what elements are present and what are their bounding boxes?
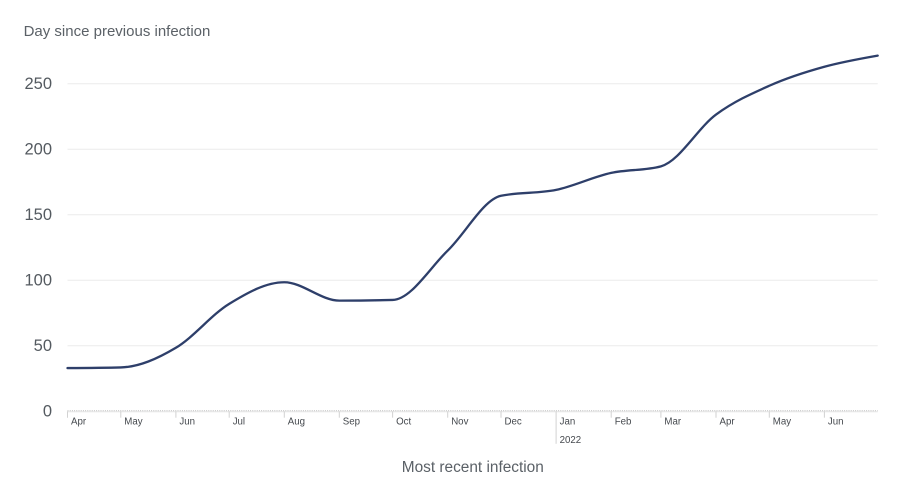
svg-text:2022: 2022	[560, 435, 582, 446]
svg-text:Nov: Nov	[451, 417, 468, 428]
svg-text:250: 250	[24, 75, 52, 93]
svg-text:Aug: Aug	[288, 417, 305, 428]
svg-text:Jun: Jun	[179, 417, 195, 428]
svg-text:50: 50	[34, 337, 52, 355]
svg-text:Jan: Jan	[560, 417, 576, 428]
svg-text:May: May	[124, 417, 142, 428]
svg-text:150: 150	[24, 206, 52, 224]
svg-text:May: May	[773, 417, 791, 428]
svg-text:Apr: Apr	[71, 417, 87, 428]
svg-text:Sep: Sep	[343, 417, 360, 428]
svg-text:100: 100	[24, 272, 52, 290]
svg-text:Oct: Oct	[396, 417, 411, 428]
svg-text:0: 0	[43, 403, 52, 421]
svg-text:Feb: Feb	[615, 417, 632, 428]
svg-text:Jun: Jun	[828, 417, 844, 428]
svg-text:Apr: Apr	[720, 417, 736, 428]
svg-text:Jul: Jul	[233, 417, 245, 428]
svg-text:200: 200	[24, 141, 52, 159]
svg-text:Day since previous infection: Day since previous infection	[24, 23, 211, 40]
svg-text:Dec: Dec	[505, 417, 522, 428]
svg-text:Most recent infection: Most recent infection	[402, 459, 544, 476]
svg-text:Mar: Mar	[664, 417, 681, 428]
